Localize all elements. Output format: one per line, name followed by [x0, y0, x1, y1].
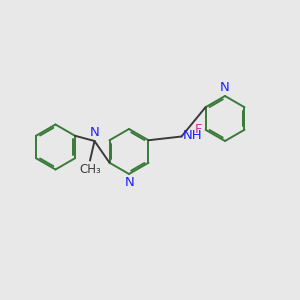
Text: F: F [195, 123, 202, 136]
Text: CH₃: CH₃ [79, 163, 101, 176]
Text: N: N [125, 176, 134, 189]
Text: NH: NH [183, 129, 203, 142]
Text: N: N [220, 81, 229, 94]
Text: N: N [90, 126, 99, 139]
